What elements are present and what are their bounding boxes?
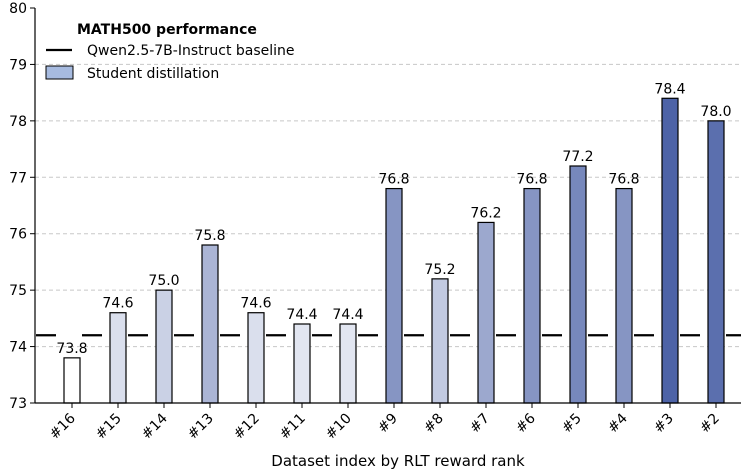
bar-#13 [201, 244, 219, 404]
x-tick-label-#9: #9 [375, 411, 401, 437]
x-tick-label-#15: #15 [93, 411, 125, 443]
bar-#6 [523, 187, 541, 404]
x-tick-label-#13: #13 [185, 411, 217, 443]
x-tick-label-#12: #12 [231, 411, 263, 443]
data-label-#2: 78.0 [700, 104, 731, 120]
x-tick-label-#6: #6 [513, 410, 539, 436]
y-tick-label-80: 80 [9, 1, 27, 17]
bar-#3 [661, 97, 679, 404]
data-labels: 73.8 74.6 75.0 75.8 74.6 74.4 74.4 76.8 75.2 76.2… [56, 81, 731, 357]
data-label-#4: 76.8 [608, 172, 639, 188]
x-tick-label-#2: #2 [697, 411, 723, 437]
y-tick-label-75: 75 [9, 283, 27, 299]
x-tick-label-#5: #5 [559, 411, 585, 437]
axes [30, 7, 741, 408]
data-label-#10: 74.4 [332, 307, 363, 323]
bar-#9 [385, 187, 403, 404]
y-tick-label-76: 76 [9, 227, 27, 243]
legend-student-swatch [45, 65, 74, 80]
data-label-#15: 74.6 [102, 296, 133, 312]
x-tick-label-#10: #10 [323, 411, 355, 443]
bar-#8 [431, 278, 449, 404]
x-tick-label-#7: #7 [467, 411, 493, 437]
bar-#16 [63, 357, 81, 404]
bar-#15 [109, 312, 127, 404]
data-label-#6: 76.8 [516, 172, 547, 188]
data-label-#5: 77.2 [562, 149, 593, 165]
data-label-#12: 74.6 [240, 296, 271, 312]
x-axis-label: Dataset index by RLT reward rank [271, 452, 525, 470]
data-label-#16: 73.8 [56, 341, 87, 357]
x-tick-label-#3: #3 [651, 411, 677, 437]
x-tick-label-#14: #14 [139, 410, 171, 442]
x-tick-label-#8: #8 [421, 411, 447, 437]
x-tick-label-#16: #16 [47, 410, 79, 442]
y-tick-label-73: 73 [9, 396, 27, 412]
x-tick-label-#11: #11 [277, 411, 309, 443]
bar-#5 [569, 165, 587, 404]
bar-#11 [293, 323, 311, 404]
bar-#10 [339, 323, 357, 404]
data-label-#14: 75.0 [148, 273, 179, 289]
data-label-#9: 76.8 [378, 172, 409, 188]
legend-student-label: Student distillation [87, 66, 219, 82]
data-label-#13: 75.8 [194, 228, 225, 244]
x-tick-label-#4: #4 [605, 410, 631, 436]
bar-#12 [247, 312, 265, 404]
legend: MATH500 performance Qwen2.5-7B-Instruct … [45, 22, 295, 82]
bar-#4 [615, 187, 633, 404]
legend-title: MATH500 performance [77, 22, 257, 38]
data-label-#11: 74.4 [286, 307, 317, 323]
data-label-#8: 75.2 [424, 262, 455, 278]
bar-#14 [155, 289, 173, 404]
bar-#7 [477, 221, 495, 404]
bar-#2 [707, 120, 725, 404]
data-label-#7: 76.2 [470, 205, 501, 221]
bars [63, 97, 725, 404]
y-tick-label-79: 79 [9, 57, 27, 73]
legend-baseline-label: Qwen2.5-7B-Instruct baseline [87, 43, 295, 59]
y-tick-label-78: 78 [9, 114, 27, 130]
y-tick-label-77: 77 [9, 170, 27, 186]
data-label-#3: 78.4 [654, 81, 685, 97]
y-tick-label-74: 74 [9, 340, 27, 356]
